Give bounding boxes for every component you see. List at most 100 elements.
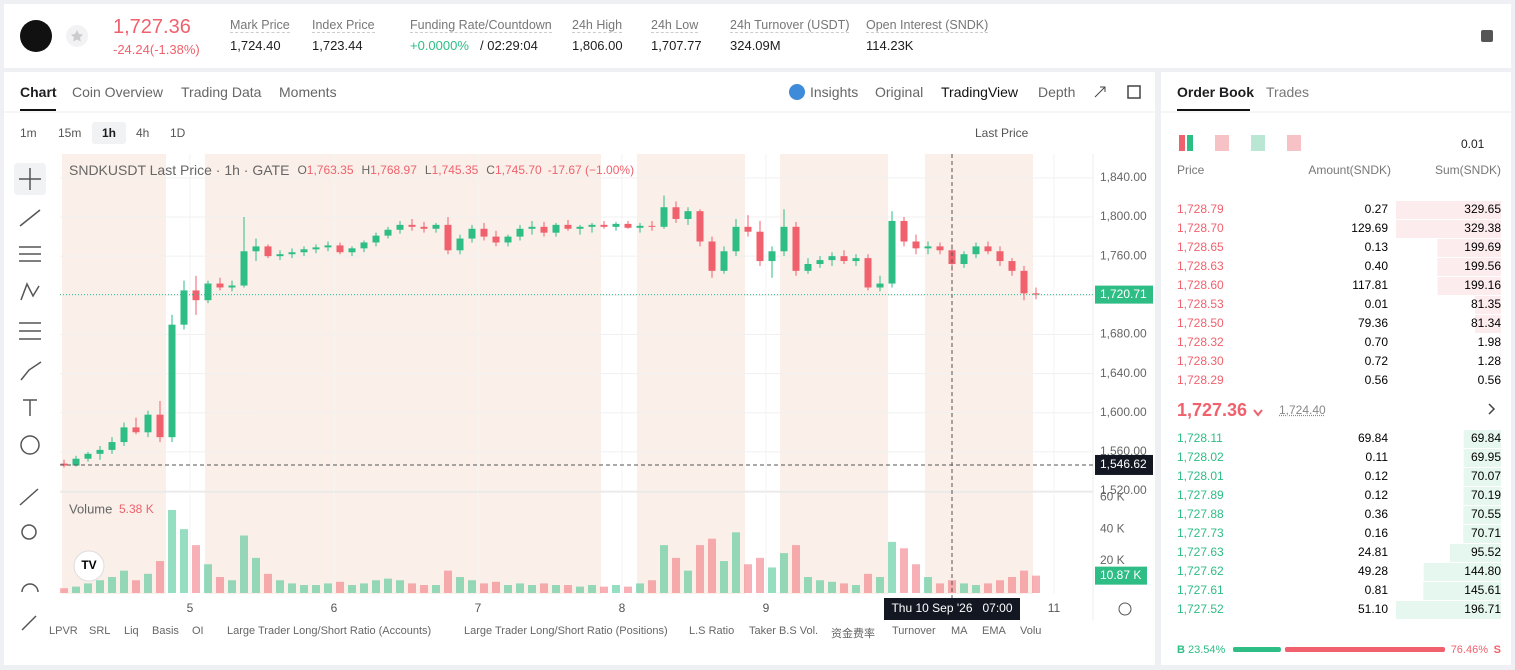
- candle-body: [348, 248, 356, 253]
- tab[interactable]: TradingView: [941, 84, 1019, 100]
- candle-body: [252, 246, 260, 252]
- stat-value: / 02:29:04: [480, 38, 538, 53]
- x-tick-label: 11: [1048, 601, 1061, 615]
- indicator-tab[interactable]: L.S Ratio: [689, 625, 735, 637]
- interval[interactable]: 1D: [170, 126, 186, 140]
- change: -24.24(-1.38%): [113, 42, 200, 57]
- svg-text:TV: TV: [81, 558, 96, 572]
- volume-bar: [276, 580, 284, 593]
- candle-body: [336, 245, 344, 253]
- crosshair-price-badge: [1095, 454, 1153, 475]
- tick-size[interactable]: 0.01: [1461, 137, 1485, 151]
- volume-bar: [156, 561, 164, 593]
- candle-body: [960, 254, 968, 264]
- order-sum: 199.56: [1464, 259, 1501, 273]
- indicator-tab[interactable]: Taker B.S Vol.: [749, 625, 819, 637]
- order-price: 1,728.53: [1177, 297, 1224, 311]
- indicator-tab[interactable]: EMA: [982, 625, 1006, 637]
- x-tick-label: 5: [187, 601, 194, 615]
- book-mode-icons[interactable]: [1179, 135, 1301, 151]
- volume-bar: [300, 585, 308, 593]
- candle-body: [576, 226, 584, 229]
- volume-bar: [504, 585, 512, 593]
- volume-bar: [828, 581, 836, 593]
- tab[interactable]: Trades: [1266, 84, 1310, 100]
- volume-bar: [348, 585, 356, 593]
- order-price: 1,728.60: [1177, 278, 1224, 292]
- last-volume-badge: [1095, 566, 1147, 585]
- volume-current: 5.38 K: [119, 502, 154, 516]
- order-price: 1,728.01: [1177, 469, 1224, 483]
- order-sum: 1.28: [1478, 354, 1502, 368]
- volume-bar: [780, 553, 788, 593]
- indicator-tab[interactable]: SRL: [89, 625, 111, 637]
- volume-bar: [132, 580, 140, 593]
- depth-bar: [1500, 334, 1501, 352]
- tab[interactable]: Trading Data: [181, 84, 262, 100]
- volume-bar: [468, 580, 476, 593]
- indicator-tab[interactable]: 资金费率: [831, 628, 875, 640]
- crosshair-price: 1,546.62: [1100, 457, 1147, 471]
- legend-value: 1,768.97: [370, 163, 417, 177]
- drawing-tools[interactable]: [14, 163, 46, 631]
- interval[interactable]: 4h: [136, 126, 150, 140]
- indicator-tab[interactable]: OI: [192, 625, 204, 637]
- candle-body: [912, 241, 920, 249]
- order-amount: 0.27: [1365, 202, 1389, 216]
- candle-body: [396, 224, 404, 230]
- volume-bar: [612, 585, 620, 593]
- order-sum: 329.38: [1464, 221, 1501, 235]
- tab[interactable]: Order Book: [1177, 84, 1255, 100]
- tab[interactable]: Moments: [279, 84, 337, 100]
- indicator-tab[interactable]: LPVR: [49, 625, 78, 637]
- y-tick-label: 1,600.00: [1100, 405, 1147, 419]
- volume-bar: [288, 583, 296, 593]
- chart-title: SNDKUSDT Last Price · 1h · GATE O1,763.35…: [69, 162, 634, 178]
- volume-bar: [540, 583, 548, 593]
- indicator-tab[interactable]: MA: [951, 625, 968, 637]
- candle-body: [204, 283, 212, 301]
- depth-bar: [1463, 506, 1501, 524]
- menu-icon[interactable]: [1481, 30, 1493, 42]
- volume-tick-label: 60 K: [1100, 489, 1125, 503]
- volume-bar: [192, 545, 200, 593]
- tab[interactable]: Insights: [810, 84, 859, 100]
- tab[interactable]: Coin Overview: [72, 84, 164, 100]
- candle-body: [756, 231, 764, 262]
- interval[interactable]: 15m: [58, 126, 82, 140]
- legend-value: 1,745.70: [495, 163, 542, 177]
- candle-body: [672, 207, 680, 219]
- interval[interactable]: 1m: [20, 126, 37, 140]
- crosshair-time: Thu 10 Sep '26 07:00: [891, 601, 1012, 615]
- candle-body: [900, 220, 908, 242]
- depth-bar: [1396, 220, 1501, 238]
- volume-bar: [456, 577, 464, 593]
- order-price: 1,728.32: [1177, 335, 1224, 349]
- candle-body: [768, 251, 776, 262]
- indicator-tab[interactable]: Large Trader Long/Short Ratio (Accounts): [227, 625, 432, 637]
- candle-body: [816, 260, 824, 264]
- candle-body: [324, 245, 332, 248]
- tab[interactable]: Chart: [20, 84, 57, 100]
- candle-body: [288, 252, 296, 255]
- tab[interactable]: Depth: [1038, 84, 1076, 100]
- indicator-tab[interactable]: Large Trader Long/Short Ratio (Positions…: [464, 625, 668, 637]
- volume-bar: [648, 580, 656, 593]
- order-amount: 129.69: [1351, 221, 1388, 235]
- price: 1,727.36: [113, 16, 191, 38]
- volume-bar: [816, 580, 824, 593]
- order-price: 1,727.61: [1177, 583, 1224, 597]
- candle-body: [84, 453, 92, 459]
- indicator-tab[interactable]: Basis: [152, 625, 179, 637]
- indicator-tab[interactable]: Liq: [124, 625, 139, 637]
- interval[interactable]: 1h: [102, 126, 117, 140]
- candle-body: [744, 226, 752, 232]
- volume-bar: [792, 545, 800, 593]
- price-source[interactable]: Last Price: [975, 126, 1029, 140]
- order-sum: 95.52: [1471, 545, 1501, 559]
- indicator-tab[interactable]: Turnover: [892, 625, 936, 637]
- insights-icon[interactable]: [789, 84, 805, 100]
- candle-body: [1008, 261, 1016, 271]
- indicator-tab[interactable]: Volu: [1020, 625, 1042, 637]
- tab[interactable]: Original: [875, 84, 924, 100]
